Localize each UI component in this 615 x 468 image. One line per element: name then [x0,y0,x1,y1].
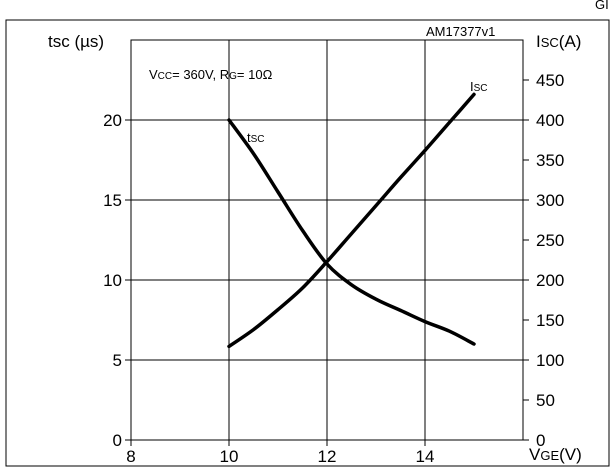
series-label-isc: ISC [470,79,488,94]
series-label-isc-main: I [470,79,474,94]
figure-id: AM17377v1 [426,24,495,39]
y-right-label-main: I [536,32,541,51]
y-right-label-sub: SC [541,35,559,50]
y-right-label-unit: (A) [559,32,582,51]
y-right-tick-label: 300 [536,191,564,210]
vcc-sub: CC [158,71,172,82]
series-label-tsc-main: t [247,130,251,145]
figure-border [5,19,610,467]
x-tick-label: 10 [220,447,239,466]
vcc-main: V [149,67,158,82]
series-label-tsc-sub: SC [251,134,265,145]
series-line-tsc [227,118,476,346]
y-right-tick-label: 400 [536,111,564,130]
rg-value: = 10Ω [237,67,273,82]
y-left-tick-label: 20 [103,111,122,130]
x-axis-label-sub: GE [540,448,559,463]
y-right-tick-label: 0 [536,431,545,450]
y-left-tick-label: 5 [113,351,122,370]
corner-label: GI [595,0,609,12]
y-left-tick-label: 0 [113,431,122,450]
rg-main: R [220,67,229,82]
y-right-tick-label: 250 [536,231,564,250]
y-right-tick-label: 100 [536,351,564,370]
series-line-isc [227,92,476,349]
rg-sub: G [229,71,237,82]
y-left-tick-label: 10 [103,271,122,290]
conditions-annotation: VCC= 360V, RG= 10Ω [149,67,273,82]
grid [131,40,523,440]
series-group [227,92,476,349]
y-right-tick-label: 150 [536,311,564,330]
series-label-isc-sub: SC [474,83,488,94]
x-axis-label: VGE(V) [529,445,582,464]
x-tick-label: 12 [318,447,337,466]
y-right-tick-label: 50 [536,391,555,410]
x-tick-label: 8 [126,447,135,466]
x-tick-label: 14 [416,447,435,466]
x-axis-label-main: V [529,445,541,464]
series-label-tsc: tSC [247,130,265,145]
y-left-label: tsc (µs) [48,32,104,51]
x-axis-label-unit: (V) [559,445,582,464]
vcc-value: = 360V, [172,67,220,82]
y-left-tick-label: 15 [103,191,122,210]
y-right-tick-label: 450 [536,71,564,90]
y-right-tick-label: 200 [536,271,564,290]
y-right-label: ISC(A) [536,32,581,51]
y-right-tick-label: 350 [536,151,564,170]
